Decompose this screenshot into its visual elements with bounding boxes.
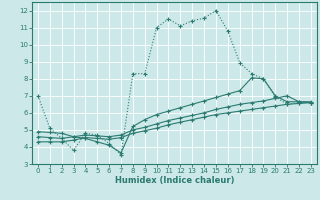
X-axis label: Humidex (Indice chaleur): Humidex (Indice chaleur)	[115, 176, 234, 185]
